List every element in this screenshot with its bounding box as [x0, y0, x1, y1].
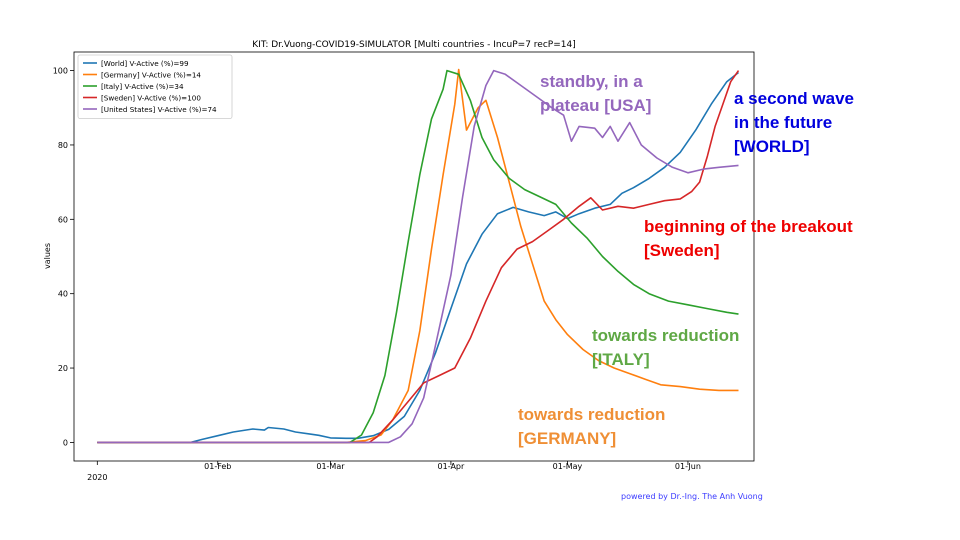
annotation-world-line-1: a second wave: [734, 89, 855, 108]
y-tick-label: 40: [58, 290, 68, 299]
y-axis-label: values: [43, 243, 52, 269]
annotation-world: a second wave in the future [WORLD]: [734, 87, 854, 159]
legend-label: [Germany] V-Active (%)=14: [101, 70, 201, 79]
series-line-1: [97, 68, 739, 444]
annotation-usa: standby, in a plateau [USA]: [540, 70, 651, 118]
series-lines: [97, 68, 740, 444]
annotation-italy: towards reduction [ITALY]: [592, 324, 739, 372]
x-tick-label: 01-Feb: [204, 462, 231, 471]
legend-label: [Italy] V-Active (%)=34: [101, 82, 184, 91]
y-tick-label: 100: [53, 67, 68, 76]
annotation-world-line-2: in the future: [734, 113, 833, 132]
annotation-sweden-line-2: [Sweden]: [644, 241, 720, 260]
legend: [World] V-Active (%)=99 [Germany] V-Activ…: [77, 54, 233, 119]
x-tick-label: 01-May: [553, 462, 583, 471]
series-line-4: [97, 69, 739, 444]
annotation-italy-line-1: towards reduction: [592, 326, 740, 345]
series-line-3: [97, 70, 740, 444]
legend-label: [Sweden] V-Active (%)=100: [101, 93, 201, 102]
series-line-2: [97, 69, 739, 444]
y-tick-label: 20: [58, 364, 68, 373]
axes: 0 20 40 60 80 100 2020 01-Feb 01-Mar 01-Apr 01-May…: [53, 51, 755, 482]
y-tick-label: 0: [63, 438, 68, 447]
annotation-italy-line-2: [ITALY]: [592, 350, 650, 369]
annotation-usa-line-2: plateau [USA]: [540, 96, 652, 115]
y-tick-label: 60: [58, 215, 68, 224]
annotation-germany-line-1: towards reduction: [518, 405, 666, 424]
x-tick-label: 01-Apr: [438, 462, 465, 471]
x-tick-label: 01-Mar: [316, 462, 345, 471]
legend-label: [United States] V-Active (%)=74: [101, 105, 217, 114]
plot-frame: [73, 51, 755, 462]
annotation-world-line-3: [WORLD]: [734, 137, 810, 156]
credit-text: powered by Dr.-Ing. The Anh Vuong: [621, 492, 763, 501]
annotation-sweden-line-1: beginning of the breakout: [644, 217, 853, 236]
annotation-usa-line-1: standby, in a: [540, 72, 643, 91]
chart-title: KIT: Dr.Vuong-COVID19-SIMULATOR [Multi c…: [252, 40, 575, 50]
annotation-germany-line-2: [GERMANY]: [518, 429, 617, 448]
y-tick-label: 80: [58, 141, 68, 150]
annotation-sweden: beginning of the breakout [Sweden]: [644, 215, 853, 263]
series-line-0: [97, 71, 739, 444]
annotation-germany: towards reduction [GERMANY]: [518, 403, 665, 451]
x-tick-label: 2020: [87, 473, 107, 482]
legend-label: [World] V-Active (%)=99: [101, 59, 189, 68]
legend-box: [77, 54, 233, 119]
x-tick-label: 01-Jun: [675, 462, 701, 471]
